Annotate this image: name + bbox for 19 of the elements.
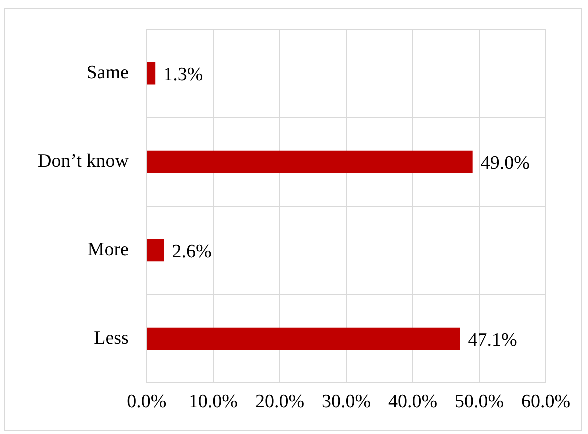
- data-label: 2.6%: [172, 242, 212, 263]
- x-tick-label: 40.0%: [388, 392, 438, 413]
- x-tick-label: 30.0%: [322, 392, 372, 413]
- bar: [147, 239, 164, 262]
- x-tick-label: 10.0%: [188, 392, 238, 413]
- bar: [147, 150, 473, 174]
- y-tick-label: Less: [94, 328, 129, 349]
- x-tick-label: 20.0%: [255, 392, 305, 413]
- data-label: 49.0%: [480, 153, 530, 174]
- y-tick-label: Same: [86, 62, 129, 84]
- y-tick-label: Don’t know: [38, 151, 130, 172]
- bar: [147, 328, 460, 350]
- x-tick-label: 0.0%: [127, 392, 167, 413]
- bar: [147, 62, 156, 85]
- x-tick-label: 50.0%: [454, 392, 504, 413]
- x-tick-label: 60.0%: [521, 392, 571, 413]
- data-label: 1.3%: [164, 64, 204, 86]
- data-label: 47.1%: [468, 330, 518, 351]
- y-tick-label: More: [88, 240, 129, 261]
